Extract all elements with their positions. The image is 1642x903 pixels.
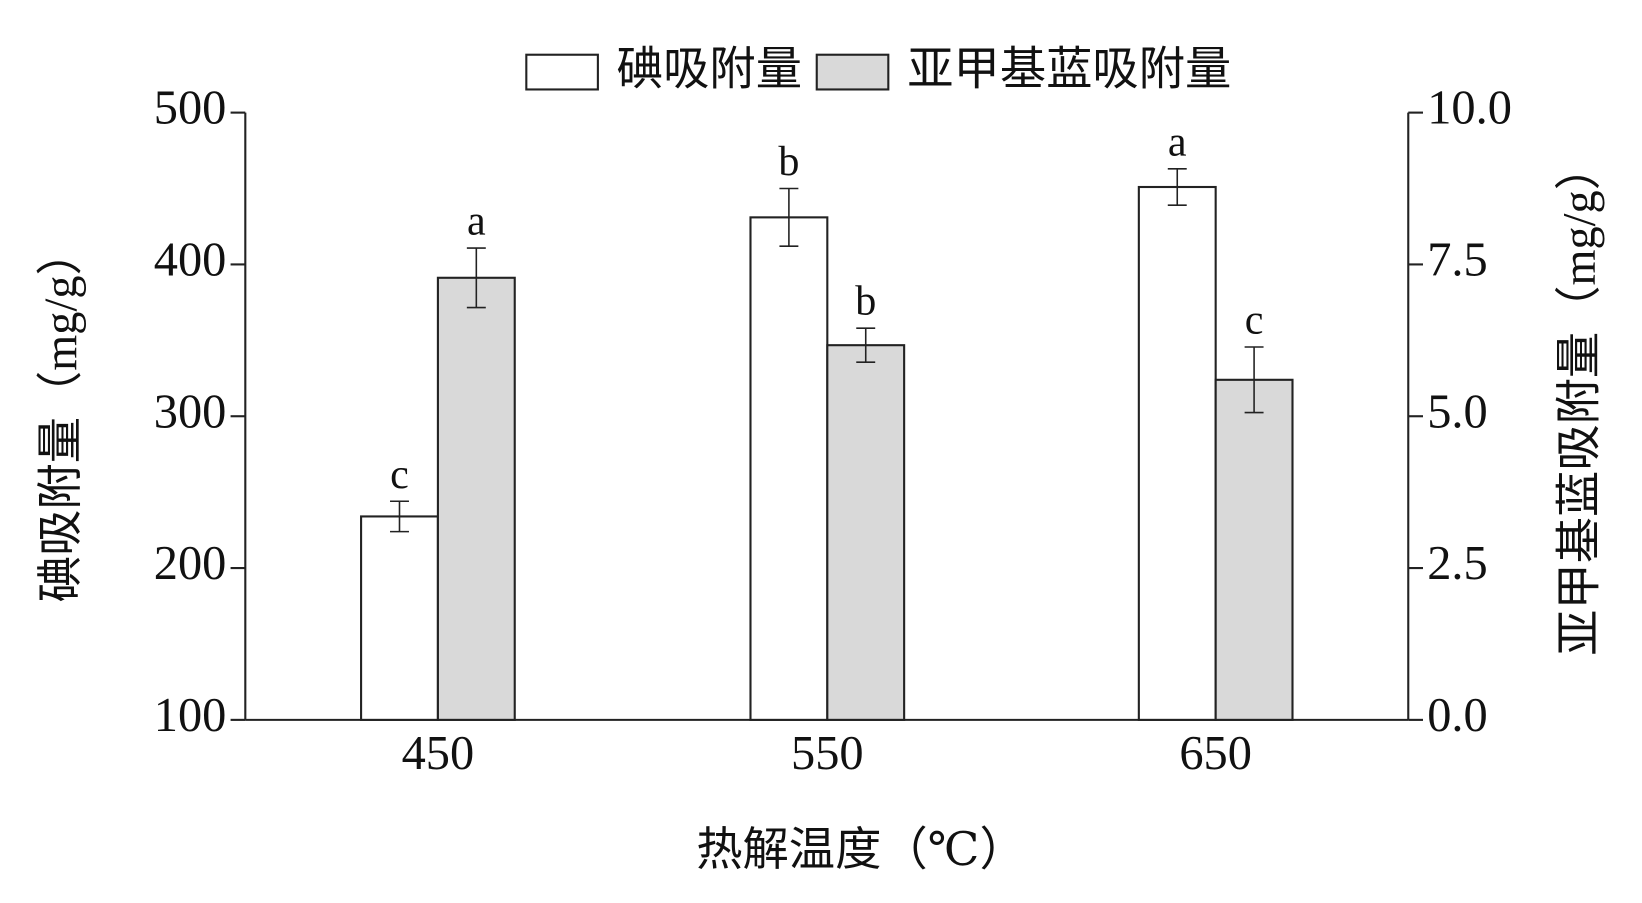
y-tick-label: 300 (154, 385, 227, 438)
y2-tick-label: 7.5 (1427, 234, 1488, 287)
bar (826, 344, 906, 721)
y2-tick-label: 0.0 (1427, 689, 1488, 742)
y-tick-label: 500 (154, 82, 227, 135)
x-tick-label: 550 (791, 727, 864, 780)
x-tick-label: 450 (402, 727, 475, 780)
y-tick-label: 400 (154, 234, 227, 287)
legend-label: 亚甲基蓝吸附量 (907, 44, 1231, 95)
significance-label: c (1245, 297, 1264, 344)
significance-label: b (855, 278, 876, 325)
y2-axis-label: 亚甲基蓝吸附量（mg/g） (1555, 144, 1606, 656)
significance-label: a (1168, 118, 1187, 165)
bar (360, 515, 439, 721)
x-axis-label: 热解温度（℃） (696, 825, 1026, 876)
significance-label: c (390, 451, 409, 498)
y2-tick-label: 2.5 (1427, 537, 1488, 590)
significance-label: b (778, 138, 799, 185)
y-tick-label: 200 (154, 537, 227, 590)
legend-label: 碘吸附量 (617, 44, 802, 95)
bar (436, 276, 516, 721)
y2-tick-label: 10.0 (1427, 82, 1512, 135)
bar (1214, 378, 1294, 721)
y-axis-label: 碘吸附量（mg/g） (36, 229, 87, 602)
bar (1137, 185, 1217, 721)
y-tick-label: 100 (154, 689, 227, 742)
legend-swatch (525, 53, 599, 91)
y2-tick-label: 5.0 (1427, 385, 1488, 438)
significance-label: a (467, 198, 486, 245)
legend-swatch (815, 53, 890, 91)
x-tick-label: 650 (1179, 727, 1252, 780)
bar (749, 216, 829, 721)
